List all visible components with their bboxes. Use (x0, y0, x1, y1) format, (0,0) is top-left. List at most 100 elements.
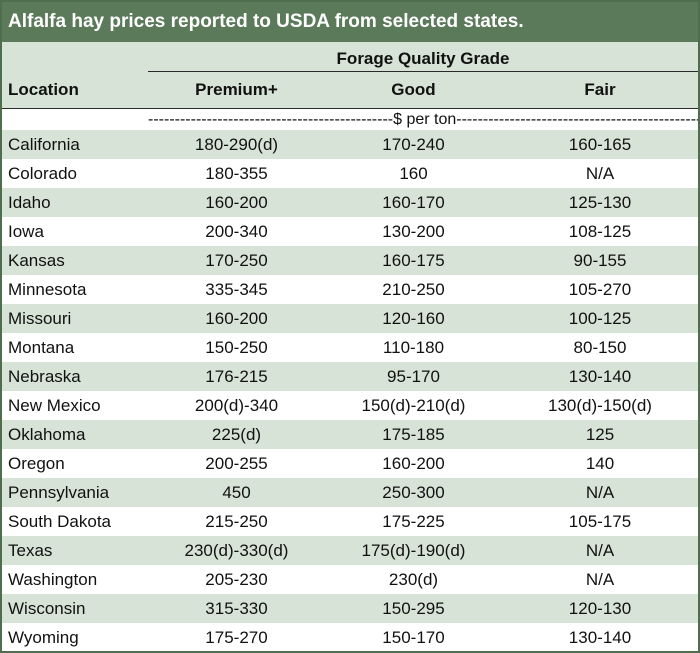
cell-premium: 180-355 (205, 163, 268, 183)
cell-fair: 80-150 (573, 337, 627, 357)
cell-fair: 130-140 (568, 627, 632, 647)
cell-premium: 160-200 (205, 192, 268, 212)
cell-fair: N/A (585, 163, 615, 183)
cell-premium: 200-255 (205, 453, 268, 473)
cell-good: 210-250 (382, 279, 445, 299)
table-title: Alfalfa hay prices reported to USDA from… (2, 2, 698, 42)
cell-location: Washington (8, 569, 98, 589)
cell-premium: 225(d) (211, 424, 262, 444)
cell-location: Wyoming (8, 627, 79, 647)
cell-location: Oklahoma (8, 424, 86, 444)
cell-premium: 315-330 (205, 598, 268, 618)
cell-good: 160 (399, 163, 428, 183)
cell-location: Nebraska (8, 366, 81, 386)
group-header-underline (148, 71, 698, 72)
column-header-fair: Fair (584, 80, 616, 99)
unit-row: ----------------------------------------… (2, 108, 698, 130)
cell-location: South Dakota (8, 511, 112, 531)
cell-premium: 175-270 (205, 627, 268, 647)
cell-premium: 200(d)-340 (194, 395, 279, 415)
cell-location: New Mexico (8, 395, 101, 415)
table-row: Missouri 160-200 120-160 100-125 (2, 304, 698, 333)
cell-location: Texas (8, 540, 53, 560)
table-row: Oklahoma 225(d) 175-185 125 (2, 420, 698, 449)
cell-good: 175(d)-190(d) (361, 540, 466, 560)
table-header: Forage Quality Grade Location Premium+ G… (2, 42, 698, 108)
group-header-label: Forage Quality Grade (336, 49, 510, 68)
cell-fair: 125-130 (568, 192, 632, 212)
table-row: Iowa 200-340 130-200 108-125 (2, 217, 698, 246)
cell-location: Wisconsin (8, 598, 86, 618)
cell-premium: 230(d)-330(d) (184, 540, 289, 560)
cell-fair: N/A (585, 482, 615, 502)
cell-premium: 205-230 (205, 569, 268, 589)
cell-good: 110-180 (382, 337, 445, 357)
cell-fair: 120-130 (568, 598, 632, 618)
group-header-row: Forage Quality Grade (2, 42, 698, 72)
cell-premium: 200-340 (205, 221, 268, 241)
cell-premium: 176-215 (205, 366, 268, 386)
cell-premium: 160-200 (205, 308, 268, 328)
cell-premium: 335-345 (205, 279, 268, 299)
cell-premium: 170-250 (205, 250, 268, 270)
cell-location: Idaho (8, 192, 51, 212)
cell-fair: 90-155 (573, 250, 627, 270)
cell-good: 170-240 (382, 134, 445, 154)
cell-location: Missouri (8, 308, 72, 328)
cell-good: 175-185 (382, 424, 445, 444)
table-row: Wisconsin 315-330 150-295 120-130 (2, 594, 698, 623)
table-row: Pennsylvania 450 250-300 N/A (2, 478, 698, 507)
table-row: Idaho 160-200 160-170 125-130 (2, 188, 698, 217)
table-row: Wyoming 175-270 150-170 130-140 (2, 623, 698, 651)
table-row: South Dakota 215-250 175-225 105-175 (2, 507, 698, 536)
column-header-location: Location (8, 80, 79, 99)
cell-good: 160-170 (382, 192, 445, 212)
cell-fair: 130-140 (568, 366, 632, 386)
cell-good: 120-160 (382, 308, 445, 328)
cell-good: 160-200 (382, 453, 445, 473)
column-header-premium: Premium+ (195, 80, 278, 99)
table-row: Nebraska 176-215 95-170 130-140 (2, 362, 698, 391)
cell-good: 175-225 (382, 511, 445, 531)
table-row: California 180-290(d) 170-240 160-165 (2, 130, 698, 159)
cell-location: Minnesota (8, 279, 87, 299)
cell-premium: 215-250 (205, 511, 268, 531)
cell-premium: 180-290(d) (194, 134, 279, 154)
cell-location: Montana (8, 337, 75, 357)
table-body: California 180-290(d) 170-240 160-165 Colora… (2, 130, 698, 651)
table-row: Colorado 180-355 160 N/A (2, 159, 698, 188)
cell-fair: 108-125 (568, 221, 632, 241)
cell-good: 130-200 (382, 221, 445, 241)
table-row: Texas 230(d)-330(d) 175(d)-190(d) N/A (2, 536, 698, 565)
table-row: Montana 150-250 110-180 80-150 (2, 333, 698, 362)
cell-location: Pennsylvania (8, 482, 110, 502)
cell-location: Oregon (8, 453, 65, 473)
cell-location: Colorado (8, 163, 77, 183)
cell-premium: 450 (222, 482, 251, 502)
table-row: Washington 205-230 230(d) N/A (2, 565, 698, 594)
cell-fair: 100-125 (568, 308, 632, 328)
cell-fair: 105-270 (568, 279, 632, 299)
table-row: Minnesota 335-345 210-250 105-270 (2, 275, 698, 304)
cell-good: 250-300 (382, 482, 445, 502)
table-row: New Mexico 200(d)-340 150(d)-210(d) 130(d)-… (2, 391, 698, 420)
cell-good: 150-170 (382, 627, 445, 647)
cell-good: 160-175 (382, 250, 445, 270)
column-header-good: Good (391, 80, 436, 99)
cell-fair: N/A (585, 569, 615, 589)
cell-fair: 105-175 (568, 511, 632, 531)
cell-location: Kansas (8, 250, 65, 270)
cell-location: California (8, 134, 80, 154)
cell-fair: 125 (585, 424, 615, 444)
cell-good: 230(d) (388, 569, 439, 589)
table-row: Kansas 170-250 160-175 90-155 (2, 246, 698, 275)
cell-good: 150(d)-210(d) (361, 395, 466, 415)
cell-fair: 140 (585, 453, 615, 473)
unit-label: ----------------------------------------… (148, 111, 698, 128)
cell-location: Iowa (8, 221, 44, 241)
table-row: Oregon 200-255 160-200 140 (2, 449, 698, 478)
cell-fair: 160-165 (568, 134, 632, 154)
cell-premium: 150-250 (205, 337, 268, 357)
cell-good: 150-295 (382, 598, 445, 618)
